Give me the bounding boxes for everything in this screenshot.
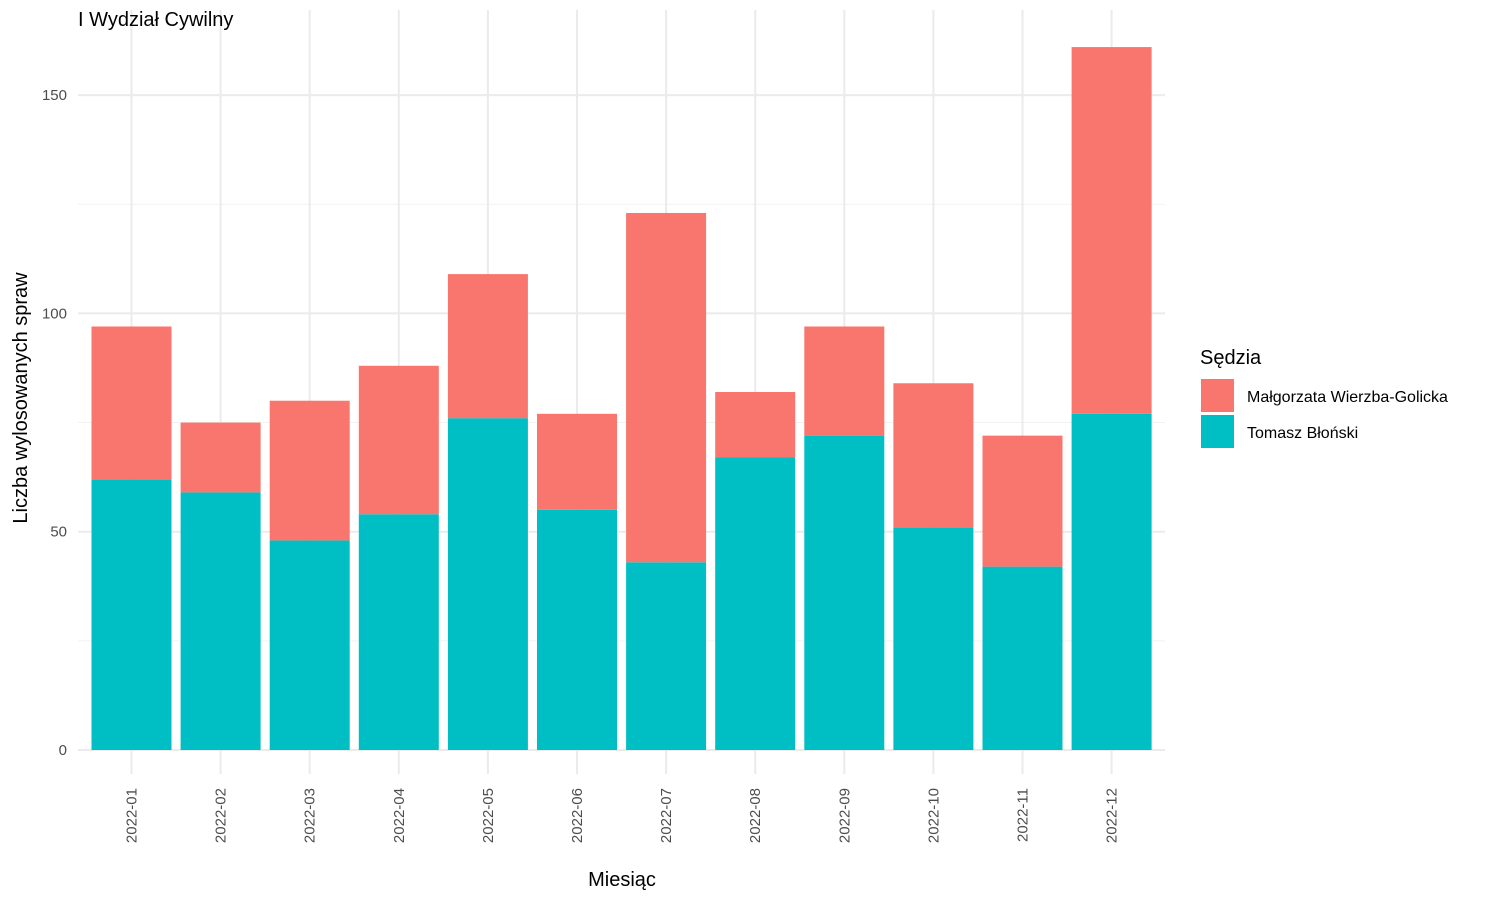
x-tick-label: 2022-07 bbox=[658, 788, 675, 843]
bar-ma-gorzata-wierzba-golicka-2022-03 bbox=[269, 400, 350, 541]
axis-layer: 0 50 100 150 2022-01 2022-02 2022-03 2022-04 202… bbox=[42, 87, 1121, 843]
bar-ma-gorzata-wierzba-golicka-2022-08 bbox=[715, 391, 796, 458]
bar-ma-gorzata-wierzba-golicka-2022-11 bbox=[982, 435, 1063, 567]
x-tick-label: 2022-12 bbox=[1104, 788, 1121, 843]
bar-tomasz-b-on-ski-2022-05 bbox=[447, 418, 528, 750]
x-tick-label: 2022-01 bbox=[124, 788, 141, 843]
bar-tomasz-b-on-ski-2022-11 bbox=[982, 566, 1063, 750]
bar-tomasz-b-on-ski-2022-06 bbox=[537, 509, 617, 750]
x-tick-label: 2022-05 bbox=[480, 788, 497, 843]
x-tick-label: 2022-09 bbox=[836, 788, 853, 843]
x-tick-label: 2022-11 bbox=[1015, 788, 1032, 842]
bar-ma-gorzata-wierzba-golicka-2022-10 bbox=[893, 383, 974, 528]
bar-ma-gorzata-wierzba-golicka-2022-05 bbox=[447, 274, 528, 419]
legend-title: Sędzia bbox=[1200, 347, 1262, 369]
bar-ma-gorzata-wierzba-golicka-2022-06 bbox=[537, 413, 617, 510]
x-tick-label: 2022-04 bbox=[391, 788, 408, 843]
bar-tomasz-b-on-ski-2022-08 bbox=[715, 457, 796, 750]
y-tick-label: 100 bbox=[42, 305, 67, 322]
x-axis-title: Miesiąc bbox=[588, 869, 656, 891]
y-tick-label: 50 bbox=[50, 524, 67, 541]
bar-ma-gorzata-wierzba-golicka-2022-01 bbox=[91, 326, 172, 480]
x-tick-label: 2022-02 bbox=[213, 788, 230, 843]
y-axis-title: Liczba wylosowanych spraw bbox=[10, 272, 32, 524]
bar-ma-gorzata-wierzba-golicka-2022-12 bbox=[1071, 47, 1152, 414]
bar-tomasz-b-on-ski-2022-03 bbox=[269, 540, 350, 750]
legend-key-ma-gorzata-wierzba-golicka bbox=[1201, 379, 1234, 412]
bar-ma-gorzata-wierzba-golicka-2022-02 bbox=[180, 422, 261, 493]
bars-layer bbox=[91, 47, 1152, 750]
bar-tomasz-b-on-ski-2022-01 bbox=[91, 479, 172, 750]
legend-label-ma-gorzata-wierzba-golicka: Małgorzata Wierzba-Golicka bbox=[1247, 389, 1448, 406]
bar-tomasz-b-on-ski-2022-09 bbox=[804, 435, 885, 750]
bar-tomasz-b-on-ski-2022-10 bbox=[893, 527, 974, 750]
x-tick-label: 2022-06 bbox=[569, 788, 586, 843]
bar-tomasz-b-on-ski-2022-12 bbox=[1071, 413, 1152, 750]
bar-ma-gorzata-wierzba-golicka-2022-07 bbox=[626, 212, 707, 563]
legend-label-tomasz-b-on-ski: Tomasz Błoński bbox=[1247, 425, 1358, 442]
x-tick-label: 2022-03 bbox=[302, 788, 319, 843]
y-tick-label: 150 bbox=[42, 87, 67, 104]
bar-tomasz-b-on-ski-2022-02 bbox=[180, 492, 261, 750]
bar-tomasz-b-on-ski-2022-07 bbox=[626, 562, 707, 750]
y-tick-label: 0 bbox=[59, 742, 67, 759]
x-tick-label: 2022-10 bbox=[925, 788, 942, 843]
bar-ma-gorzata-wierzba-golicka-2022-04 bbox=[358, 365, 439, 515]
bar-tomasz-b-on-ski-2022-04 bbox=[358, 514, 439, 750]
legend: Sędzia Małgorzata Wierzba-Golicka Tomasz … bbox=[1200, 347, 1448, 448]
legend-key-tomasz-b-on-ski bbox=[1201, 415, 1234, 448]
chart-title: I Wydział Cywilny bbox=[78, 9, 233, 31]
bar-ma-gorzata-wierzba-golicka-2022-09 bbox=[804, 326, 885, 436]
x-tick-label: 2022-08 bbox=[747, 788, 764, 843]
